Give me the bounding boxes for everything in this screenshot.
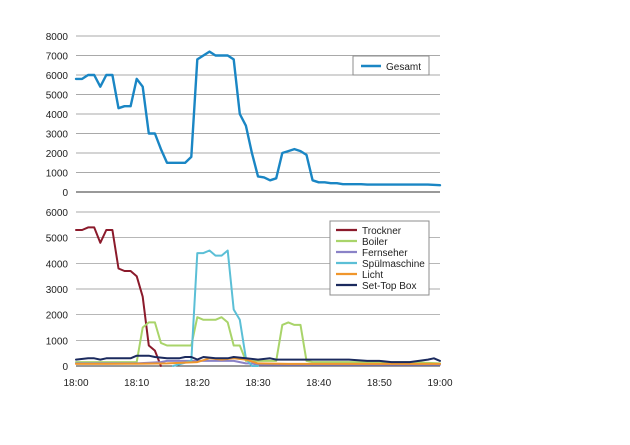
- bottom-y-tick-label: 4000: [46, 259, 69, 270]
- x-tick-label: 18:50: [367, 378, 392, 389]
- x-tick-label: 19:00: [427, 378, 452, 389]
- top-y-tick-label: 6000: [46, 71, 69, 82]
- bottom-y-tick-label: 5000: [46, 234, 69, 245]
- series-line-set-top-box: [75, 354, 441, 364]
- bottom-x-axis: 18:00 18:10 18:20 18:30 18:40 18:50 19:00: [63, 378, 452, 389]
- top-legend-box: [352, 55, 430, 76]
- top-y-tick-label: 7000: [46, 52, 69, 63]
- bottom-y-tick-label: 1000: [46, 336, 69, 347]
- x-tick-label: 18:10: [124, 378, 149, 389]
- legend-label-fernseher: Fernseher: [362, 248, 408, 259]
- x-tick-label: 18:20: [185, 378, 210, 389]
- bottom-y-tick-label: 3000: [46, 285, 69, 296]
- bottom-series: [75, 226, 441, 367]
- legend-label-licht: Licht: [362, 270, 383, 281]
- series-line-sp-lmaschine: [172, 249, 259, 367]
- top-y-tick-label: 1000: [46, 169, 69, 180]
- legend-label-trockner: Trockner: [362, 226, 402, 237]
- bottom-y-axis: 0 1000 2000 3000 4000 5000 6000: [46, 208, 69, 373]
- top-series: [74, 50, 442, 187]
- x-tick-label: 18:40: [306, 378, 331, 389]
- bottom-y-tick-label: 2000: [46, 311, 69, 322]
- top-y-axis: 0 1000 2000 3000 4000 5000 6000 7000 8000: [46, 32, 69, 199]
- top-y-tick-label: 4000: [46, 110, 69, 121]
- legend-label-set-top-box: Set-Top Box: [362, 281, 416, 292]
- bottom-chart: 0 1000 2000 3000 4000 5000 6000 18:00 18:10 18:2…: [46, 208, 453, 389]
- series-line-gesamt: [74, 50, 442, 187]
- top-chart: 0 1000 2000 3000 4000 5000 6000 7000 8000 Gesamt: [46, 32, 442, 199]
- series-line-boiler: [75, 316, 441, 365]
- x-tick-label: 18:30: [245, 378, 270, 389]
- legend-label-boiler: Boiler: [362, 237, 388, 248]
- bottom-legend: TrocknerBoilerFernseherSpülmaschineLicht…: [329, 220, 430, 296]
- top-y-tick-label: 5000: [46, 91, 69, 102]
- legend-label-sp-lmaschine: Spülmaschine: [362, 259, 425, 270]
- bottom-legend-box: [329, 220, 430, 296]
- top-y-tick-label: 3000: [46, 130, 69, 141]
- x-tick-label: 18:00: [63, 378, 88, 389]
- top-legend: Gesamt: [352, 55, 430, 76]
- top-y-tick-label: 2000: [46, 149, 69, 160]
- series-line-trockner: [75, 226, 162, 367]
- top-y-tick-label: 8000: [46, 32, 69, 43]
- top-y-tick-label: 0: [62, 188, 68, 199]
- top-grid: [76, 35, 440, 193]
- series-line-licht: [75, 357, 441, 365]
- bottom-y-tick-label: 6000: [46, 208, 69, 219]
- bottom-y-tick-label: 0: [62, 362, 68, 373]
- legend-label-gesamt: Gesamt: [386, 62, 421, 73]
